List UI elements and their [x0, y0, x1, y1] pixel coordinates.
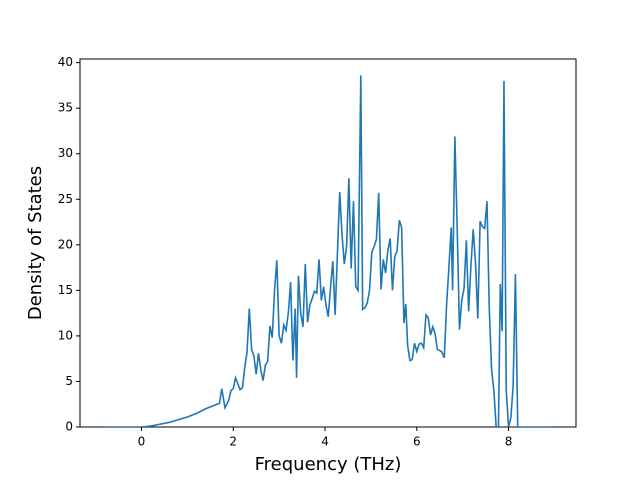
- y-tick-label: 5: [65, 374, 73, 388]
- x-tick-label: 4: [321, 435, 329, 449]
- y-tick-label: 25: [58, 192, 73, 206]
- y-tick-label: 0: [65, 420, 73, 434]
- y-tick-label: 35: [58, 101, 73, 115]
- x-tick-label: 0: [138, 435, 146, 449]
- y-tick-label: 30: [58, 146, 73, 160]
- plot-frame: [79, 58, 577, 428]
- line: [102, 75, 554, 427]
- x-tick-label: 8: [505, 435, 513, 449]
- x-tick-label: 2: [229, 435, 237, 449]
- y-tick-label: 10: [58, 328, 73, 342]
- y-tick-label: 40: [58, 55, 73, 69]
- x-axis-label: Frequency (THz): [255, 454, 402, 475]
- x-tick-label: 6: [413, 435, 421, 449]
- y-tick-label: 20: [58, 237, 73, 251]
- y-tick-label: 15: [58, 283, 73, 297]
- y-axis-label: Density of States: [25, 166, 46, 320]
